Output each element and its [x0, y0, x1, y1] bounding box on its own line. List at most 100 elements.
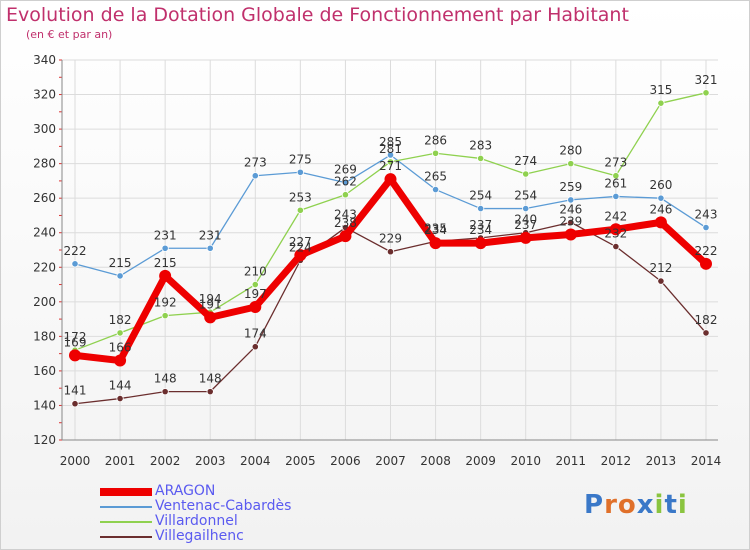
data-label-villegailhenc: 224 [289, 240, 312, 254]
data-label-ventenac-cabard-s: 243 [695, 208, 718, 222]
data-label-villegailhenc: 243 [334, 208, 357, 222]
chart-subtitle: (en € et par an) [26, 28, 113, 41]
data-label-villardonnel: 274 [514, 154, 537, 168]
data-point-ventenac-cabard-s [71, 260, 79, 268]
y-tick-label: 320 [33, 88, 56, 102]
chart-title: Evolution de la Dotation Globale de Fonc… [6, 4, 629, 26]
data-label-villegailhenc: 240 [514, 213, 537, 227]
data-point-ventenac-cabard-s [206, 244, 214, 252]
data-point-aragon [384, 173, 397, 186]
data-point-ventenac-cabard-s [702, 223, 710, 232]
data-label-villardonnel: 315 [649, 83, 672, 97]
logo-letter: P [584, 490, 605, 520]
x-tick-label: 2010 [510, 454, 541, 468]
data-point-villegailhenc [161, 388, 169, 396]
data-label-aragon: 237 [514, 218, 537, 232]
data-label-aragon: 246 [649, 202, 672, 216]
data-label-ventenac-cabard-s: 265 [424, 170, 447, 184]
data-point-villardonnel [116, 329, 124, 337]
data-label-villegailhenc: 148 [199, 372, 222, 386]
data-point-ventenac-cabard-s [251, 172, 259, 180]
data-point-aragon [564, 228, 577, 241]
data-label-aragon: 166 [109, 341, 132, 355]
data-point-ventenac-cabard-s [522, 204, 530, 213]
y-tick-label: 220 [33, 260, 56, 274]
data-label-villardonnel: 273 [604, 156, 627, 170]
y-tick-label: 260 [33, 191, 56, 205]
x-tick-label: 2008 [420, 454, 451, 468]
y-tick-label: 180 [33, 329, 56, 343]
y-tick-label: 240 [33, 226, 56, 240]
data-label-ventenac-cabard-s: 260 [649, 178, 672, 192]
data-label-villegailhenc: 229 [379, 232, 402, 246]
data-point-ventenac-cabard-s [296, 168, 304, 176]
data-point-villardonnel [386, 158, 395, 166]
data-point-aragon [159, 269, 172, 282]
y-tick-label: 300 [33, 122, 56, 136]
data-label-ventenac-cabard-s: 215 [109, 256, 132, 270]
x-tick-label: 2003 [195, 454, 226, 468]
x-tick-label: 2002 [150, 454, 181, 468]
data-label-villardonnel: 262 [334, 175, 357, 189]
data-label-aragon: 234 [469, 223, 492, 237]
chart-legend: ARAGON Ventenac-Cabardès Villardonnel Ville… [100, 484, 360, 544]
data-label-ventenac-cabard-s: 254 [469, 189, 492, 203]
data-point-villegailhenc [657, 277, 665, 285]
data-point-villardonnel [431, 149, 440, 157]
data-point-aragon [339, 230, 352, 243]
data-label-villegailhenc: 212 [649, 261, 672, 275]
data-label-villegailhenc: 232 [604, 227, 627, 241]
line-chart: 120 140 160 180 200 220 240 260 280 300 320 340 2000… [33, 53, 721, 468]
data-label-ventenac-cabard-s: 261 [604, 176, 627, 190]
x-tick-label: 2007 [375, 454, 406, 468]
data-label-ventenac-cabard-s: 231 [154, 228, 177, 242]
data-label-villegailhenc: 144 [109, 379, 132, 393]
data-label-aragon: 234 [424, 223, 447, 237]
data-label-villegailhenc: 148 [154, 372, 177, 386]
data-label-villardonnel: 280 [559, 144, 582, 158]
data-point-villardonnel [612, 172, 620, 180]
data-label-ventenac-cabard-s: 273 [244, 156, 267, 170]
data-point-villegailhenc [386, 248, 395, 256]
data-point-villardonnel [702, 89, 710, 97]
legend-label: Villegailhenc [155, 528, 244, 544]
data-point-aragon [429, 237, 442, 250]
y-tick-label: 120 [33, 433, 56, 447]
data-label-villardonnel: 194 [199, 292, 222, 306]
data-point-ventenac-cabard-s [477, 204, 485, 213]
data-label-villardonnel: 286 [424, 133, 447, 147]
data-label-villardonnel: 283 [469, 138, 492, 152]
legend-swatch [100, 536, 152, 538]
logo-letter: t [664, 490, 678, 520]
data-label-ventenac-cabard-s: 222 [64, 244, 87, 258]
x-tick-label: 2005 [285, 454, 316, 468]
data-label-villardonnel: 182 [109, 313, 132, 327]
data-label-ventenac-cabard-s: 254 [514, 189, 537, 203]
data-point-aragon [204, 311, 217, 324]
x-tick-label: 2012 [601, 454, 632, 468]
y-tick-label: 280 [33, 157, 56, 171]
data-point-villegailhenc [116, 394, 124, 403]
logo-letter: r [604, 490, 618, 520]
data-label-aragon: 271 [379, 159, 402, 173]
data-label-villardonnel: 192 [154, 296, 177, 310]
x-tick-label: 2009 [465, 454, 496, 468]
data-point-aragon [294, 249, 307, 262]
data-point-villegailhenc [612, 242, 620, 251]
x-tick-label: 2000 [60, 454, 91, 468]
legend-swatch [100, 521, 152, 523]
x-tick-label: 2004 [240, 454, 271, 468]
data-point-villardonnel [567, 160, 575, 168]
data-point-ventenac-cabard-s [341, 179, 350, 187]
data-label-aragon: 197 [244, 287, 267, 301]
data-point-aragon [700, 257, 712, 270]
legend-item: ARAGON [100, 484, 360, 499]
data-label-villardonnel: 253 [289, 190, 312, 204]
x-tick-label: 2011 [556, 454, 587, 468]
x-tick-label: 2001 [105, 454, 136, 468]
data-label-aragon: 239 [559, 214, 582, 228]
data-label-ventenac-cabard-s: 285 [379, 135, 402, 149]
data-label-villardonnel: 321 [695, 73, 718, 87]
data-point-villardonnel [341, 191, 350, 199]
